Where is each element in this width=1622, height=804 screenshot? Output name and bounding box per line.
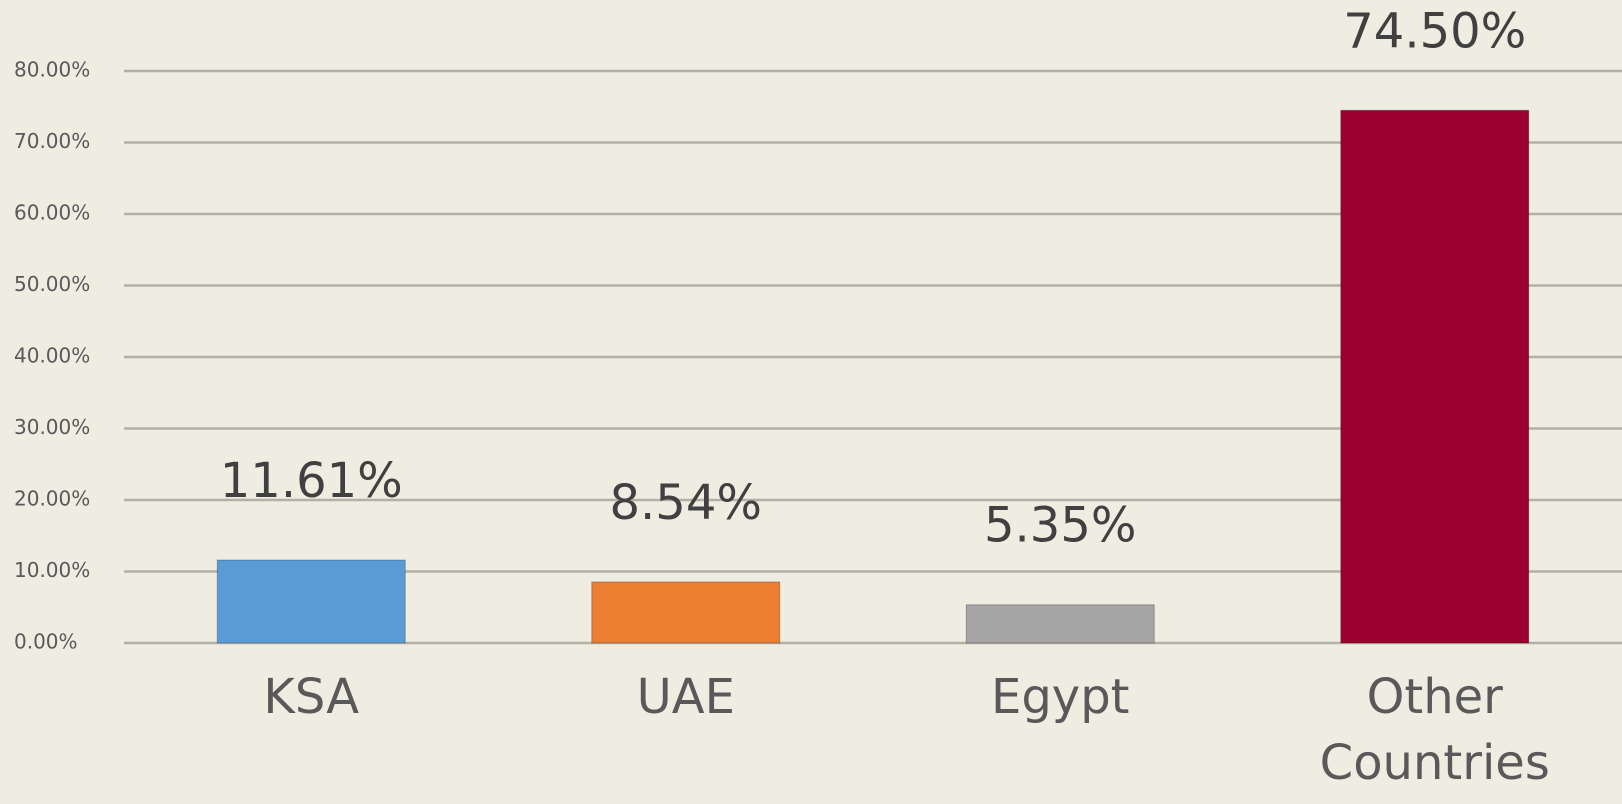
x-tick-label: Other Countries (1320, 669, 1550, 791)
y-tick-label: 0.00% (14, 630, 78, 654)
data-label: 11.61% (220, 453, 403, 509)
data-label: 8.54% (610, 475, 762, 531)
y-tick-label: 30.00% (14, 415, 90, 439)
y-tick-label: 50.00% (14, 272, 90, 296)
bar (965, 604, 1155, 644)
y-tick-label: 40.00% (14, 344, 90, 368)
data-label: 74.50% (1343, 3, 1526, 59)
bar (1340, 109, 1530, 644)
x-tick-label: UAE (637, 669, 735, 725)
y-tick-label: 60.00% (14, 201, 90, 225)
data-label: 5.35% (984, 498, 1136, 554)
y-tick-label: 20.00% (14, 487, 90, 511)
bar (216, 559, 406, 644)
y-tick-label: 80.00% (14, 58, 90, 82)
x-tick-label: Egypt (991, 669, 1130, 725)
y-tick-label: 10.00% (14, 558, 90, 582)
bar (591, 581, 781, 644)
x-tick-label: KSA (263, 669, 359, 725)
y-tick-label: 70.00% (14, 129, 90, 153)
